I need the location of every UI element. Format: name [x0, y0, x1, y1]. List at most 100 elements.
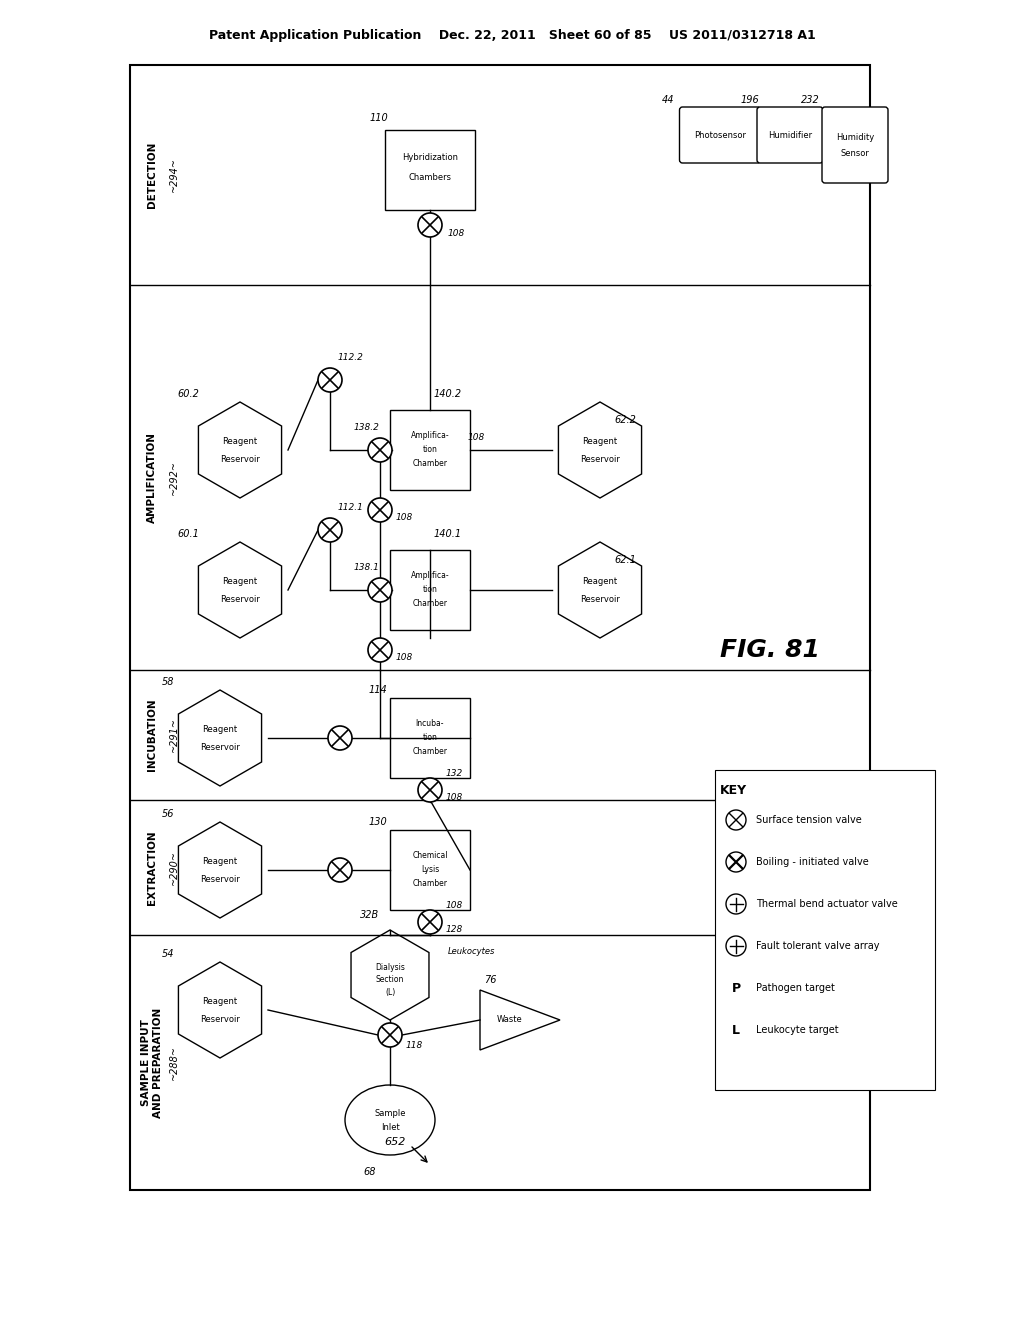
Text: Leukocytes: Leukocytes [449, 948, 496, 957]
Text: tion: tion [423, 446, 437, 454]
Text: Reagent: Reagent [222, 578, 258, 586]
Text: Reagent: Reagent [203, 858, 238, 866]
Text: Reservoir: Reservoir [200, 1015, 240, 1024]
Text: 132: 132 [446, 770, 463, 779]
Text: 114: 114 [369, 685, 387, 696]
Text: ~291~: ~291~ [169, 718, 179, 752]
Bar [385, 129, 475, 210]
Circle shape [328, 726, 352, 750]
Text: Chemical: Chemical [413, 851, 447, 861]
Text: SAMPLE INPUT
AND PREPARATION: SAMPLE INPUT AND PREPARATION [141, 1007, 163, 1118]
Text: 76: 76 [483, 975, 497, 985]
Text: P: P [731, 982, 740, 994]
Polygon shape [178, 962, 261, 1059]
Text: 108: 108 [446, 902, 463, 911]
Text: 138.1: 138.1 [353, 564, 379, 573]
Text: 62.1: 62.1 [614, 554, 636, 565]
Bar [715, 770, 935, 1090]
Text: Humidifier: Humidifier [768, 131, 812, 140]
Ellipse shape [345, 1085, 435, 1155]
Text: 140.1: 140.1 [434, 529, 462, 539]
Polygon shape [480, 990, 560, 1049]
Text: Photosensor: Photosensor [694, 131, 746, 140]
Text: Chamber: Chamber [413, 599, 447, 609]
Text: Chamber: Chamber [413, 747, 447, 756]
Text: Amplifica-: Amplifica- [411, 572, 450, 581]
Text: ~294~: ~294~ [169, 157, 179, 193]
Text: 140.2: 140.2 [434, 389, 462, 399]
Text: FIG. 81: FIG. 81 [720, 638, 820, 663]
Polygon shape [178, 690, 261, 785]
Text: Reservoir: Reservoir [580, 595, 620, 605]
Circle shape [368, 638, 392, 663]
Polygon shape [199, 543, 282, 638]
Text: Pathogen target: Pathogen target [756, 983, 835, 993]
Text: Lysis: Lysis [421, 866, 439, 874]
Polygon shape [558, 403, 642, 498]
Text: Sample: Sample [374, 1110, 406, 1118]
Bar [390, 411, 470, 490]
Polygon shape [351, 931, 429, 1020]
Text: Thermal bend actuator valve: Thermal bend actuator valve [756, 899, 898, 909]
Polygon shape [199, 403, 282, 498]
Text: 108: 108 [467, 433, 484, 442]
Text: Chamber: Chamber [413, 879, 447, 888]
Text: Patent Application Publication    Dec. 22, 2011   Sheet 60 of 85    US 2011/0312: Patent Application Publication Dec. 22, … [209, 29, 815, 41]
Text: Humidity: Humidity [836, 132, 874, 141]
Text: 62.2: 62.2 [614, 414, 636, 425]
Text: 54: 54 [162, 949, 174, 960]
Polygon shape [558, 543, 642, 638]
Text: 56: 56 [162, 809, 174, 818]
Text: 130: 130 [369, 817, 387, 828]
Circle shape [378, 1023, 402, 1047]
Circle shape [418, 909, 442, 935]
Circle shape [318, 517, 342, 543]
Text: Chambers: Chambers [409, 173, 452, 182]
Text: Reagent: Reagent [203, 726, 238, 734]
Text: Reagent: Reagent [583, 437, 617, 446]
Text: KEY: KEY [720, 784, 748, 796]
Circle shape [418, 777, 442, 803]
Text: Reagent: Reagent [203, 998, 238, 1006]
Text: Inlet: Inlet [381, 1123, 399, 1133]
Text: 652: 652 [384, 1137, 406, 1147]
Bar [390, 698, 470, 777]
Text: Reservoir: Reservoir [580, 455, 620, 465]
Text: Incuba-: Incuba- [416, 719, 444, 729]
Text: 112.1: 112.1 [338, 503, 364, 512]
Text: 60.2: 60.2 [177, 389, 199, 399]
FancyBboxPatch shape [680, 107, 761, 162]
Text: INCUBATION: INCUBATION [147, 698, 157, 771]
Text: tion: tion [423, 586, 437, 594]
Text: 128: 128 [446, 925, 463, 935]
Text: Surface tension valve: Surface tension valve [756, 814, 862, 825]
Text: 196: 196 [740, 95, 760, 106]
Text: Fault tolerant valve array: Fault tolerant valve array [756, 941, 880, 950]
Text: Amplifica-: Amplifica- [411, 432, 450, 441]
Text: Reservoir: Reservoir [220, 595, 260, 605]
FancyBboxPatch shape [757, 107, 823, 162]
Text: Sensor: Sensor [841, 149, 869, 157]
Text: 108: 108 [449, 228, 465, 238]
Text: 232: 232 [801, 95, 819, 106]
Text: 108: 108 [396, 513, 414, 523]
Text: 108: 108 [446, 793, 463, 803]
Text: Reservoir: Reservoir [200, 875, 240, 884]
Text: 58: 58 [162, 677, 174, 686]
Text: 108: 108 [396, 653, 414, 663]
Text: 118: 118 [406, 1040, 423, 1049]
Text: 60.1: 60.1 [177, 529, 199, 539]
Text: (L): (L) [385, 989, 395, 998]
Text: Leukocyte target: Leukocyte target [756, 1026, 839, 1035]
Text: 110: 110 [370, 114, 389, 123]
Circle shape [328, 858, 352, 882]
Text: ~292~: ~292~ [169, 459, 179, 495]
Text: Section: Section [376, 975, 404, 985]
Circle shape [368, 498, 392, 521]
Text: ~290~: ~290~ [169, 850, 179, 884]
Text: 44: 44 [662, 95, 674, 106]
Text: Reservoir: Reservoir [200, 743, 240, 752]
Polygon shape [130, 65, 870, 1191]
Text: 138.2: 138.2 [353, 424, 379, 433]
Circle shape [726, 810, 746, 830]
